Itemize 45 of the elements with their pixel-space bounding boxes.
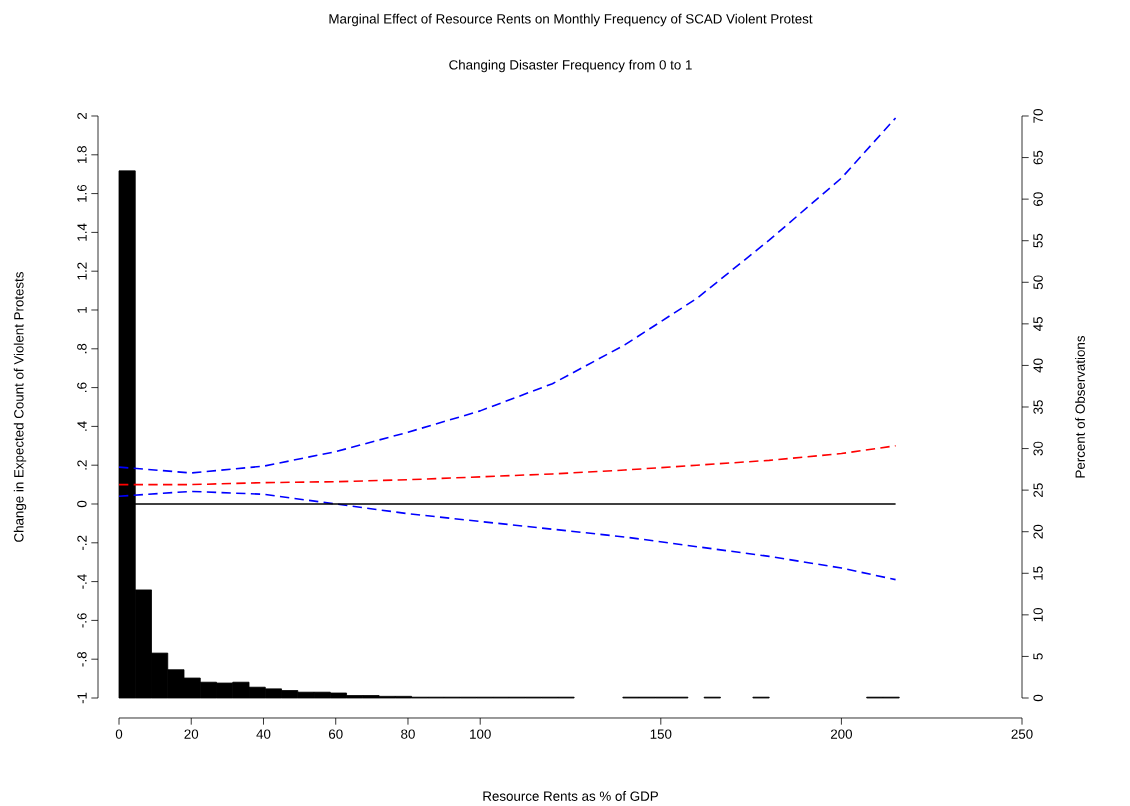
y-tick-label: -1 [77,692,87,704]
y-tick-label: 0 [77,500,87,508]
y-tick-label: 1.6 [77,184,87,202]
y2-tick-label: 10 [1033,607,1043,622]
y2-tick-label: 30 [1033,441,1043,456]
x-tick-label: 200 [830,729,853,739]
y-tick-label: -.8 [77,651,87,667]
x-tick-label: 60 [328,729,343,739]
y2-tick-label: 15 [1033,566,1043,580]
y-tick-label: -.2 [77,535,87,550]
y-axis-title: Change in Expected Count of Violent Protests [13,272,27,542]
y2-tick-label: 0 [1033,694,1043,702]
y-tick-label: 1.4 [77,223,87,241]
y-tick-label: 1.8 [77,146,87,164]
y-tick-label: .6 [77,382,87,392]
x-tick-label: 0 [115,729,123,739]
y2-tick-label: 70 [1033,109,1043,123]
y-tick-label: 1.2 [77,262,87,280]
x-tick-label: 100 [470,729,491,739]
y-tick-label: 1 [77,306,87,313]
chart-title: Marginal Effect of Resource Rents on Monthly Frequency of SCAD Violent Protest [329,13,813,27]
y2-tick-label: 45 [1033,317,1043,331]
y-tick-label: -.4 [77,574,87,589]
x-tick-label: 80 [401,729,415,739]
x-tick-label: 20 [184,729,199,739]
y2-tick-label: 55 [1033,233,1043,248]
x-tick-label: 250 [1011,729,1033,739]
y2-tick-label: 35 [1033,400,1043,414]
chart-subtitle: Changing Disaster Frequency from 0 to 1 [449,59,692,73]
y-tick-label: -.6 [77,613,87,628]
y-tick-label: 2 [77,112,87,120]
y-tick-label: .2 [77,460,87,470]
y2-tick-label: 60 [1033,192,1043,206]
y2-tick-label: 65 [1033,150,1043,165]
x-axis-title: Resource Rents as % of GDP [483,791,658,801]
x-tick-label: 40 [256,729,271,739]
y2-tick-label: 20 [1033,524,1043,539]
y-tick-label: .8 [77,343,87,354]
x-tick-label: 150 [650,729,672,739]
y2-axis-title: Percent of Observations [1075,335,1085,478]
y2-tick-label: 50 [1033,275,1043,290]
y-tick-label: .4 [77,421,87,431]
y2-tick-label: 25 [1033,483,1043,497]
y2-tick-label: 5 [1033,653,1043,660]
y2-tick-label: 40 [1033,358,1043,373]
